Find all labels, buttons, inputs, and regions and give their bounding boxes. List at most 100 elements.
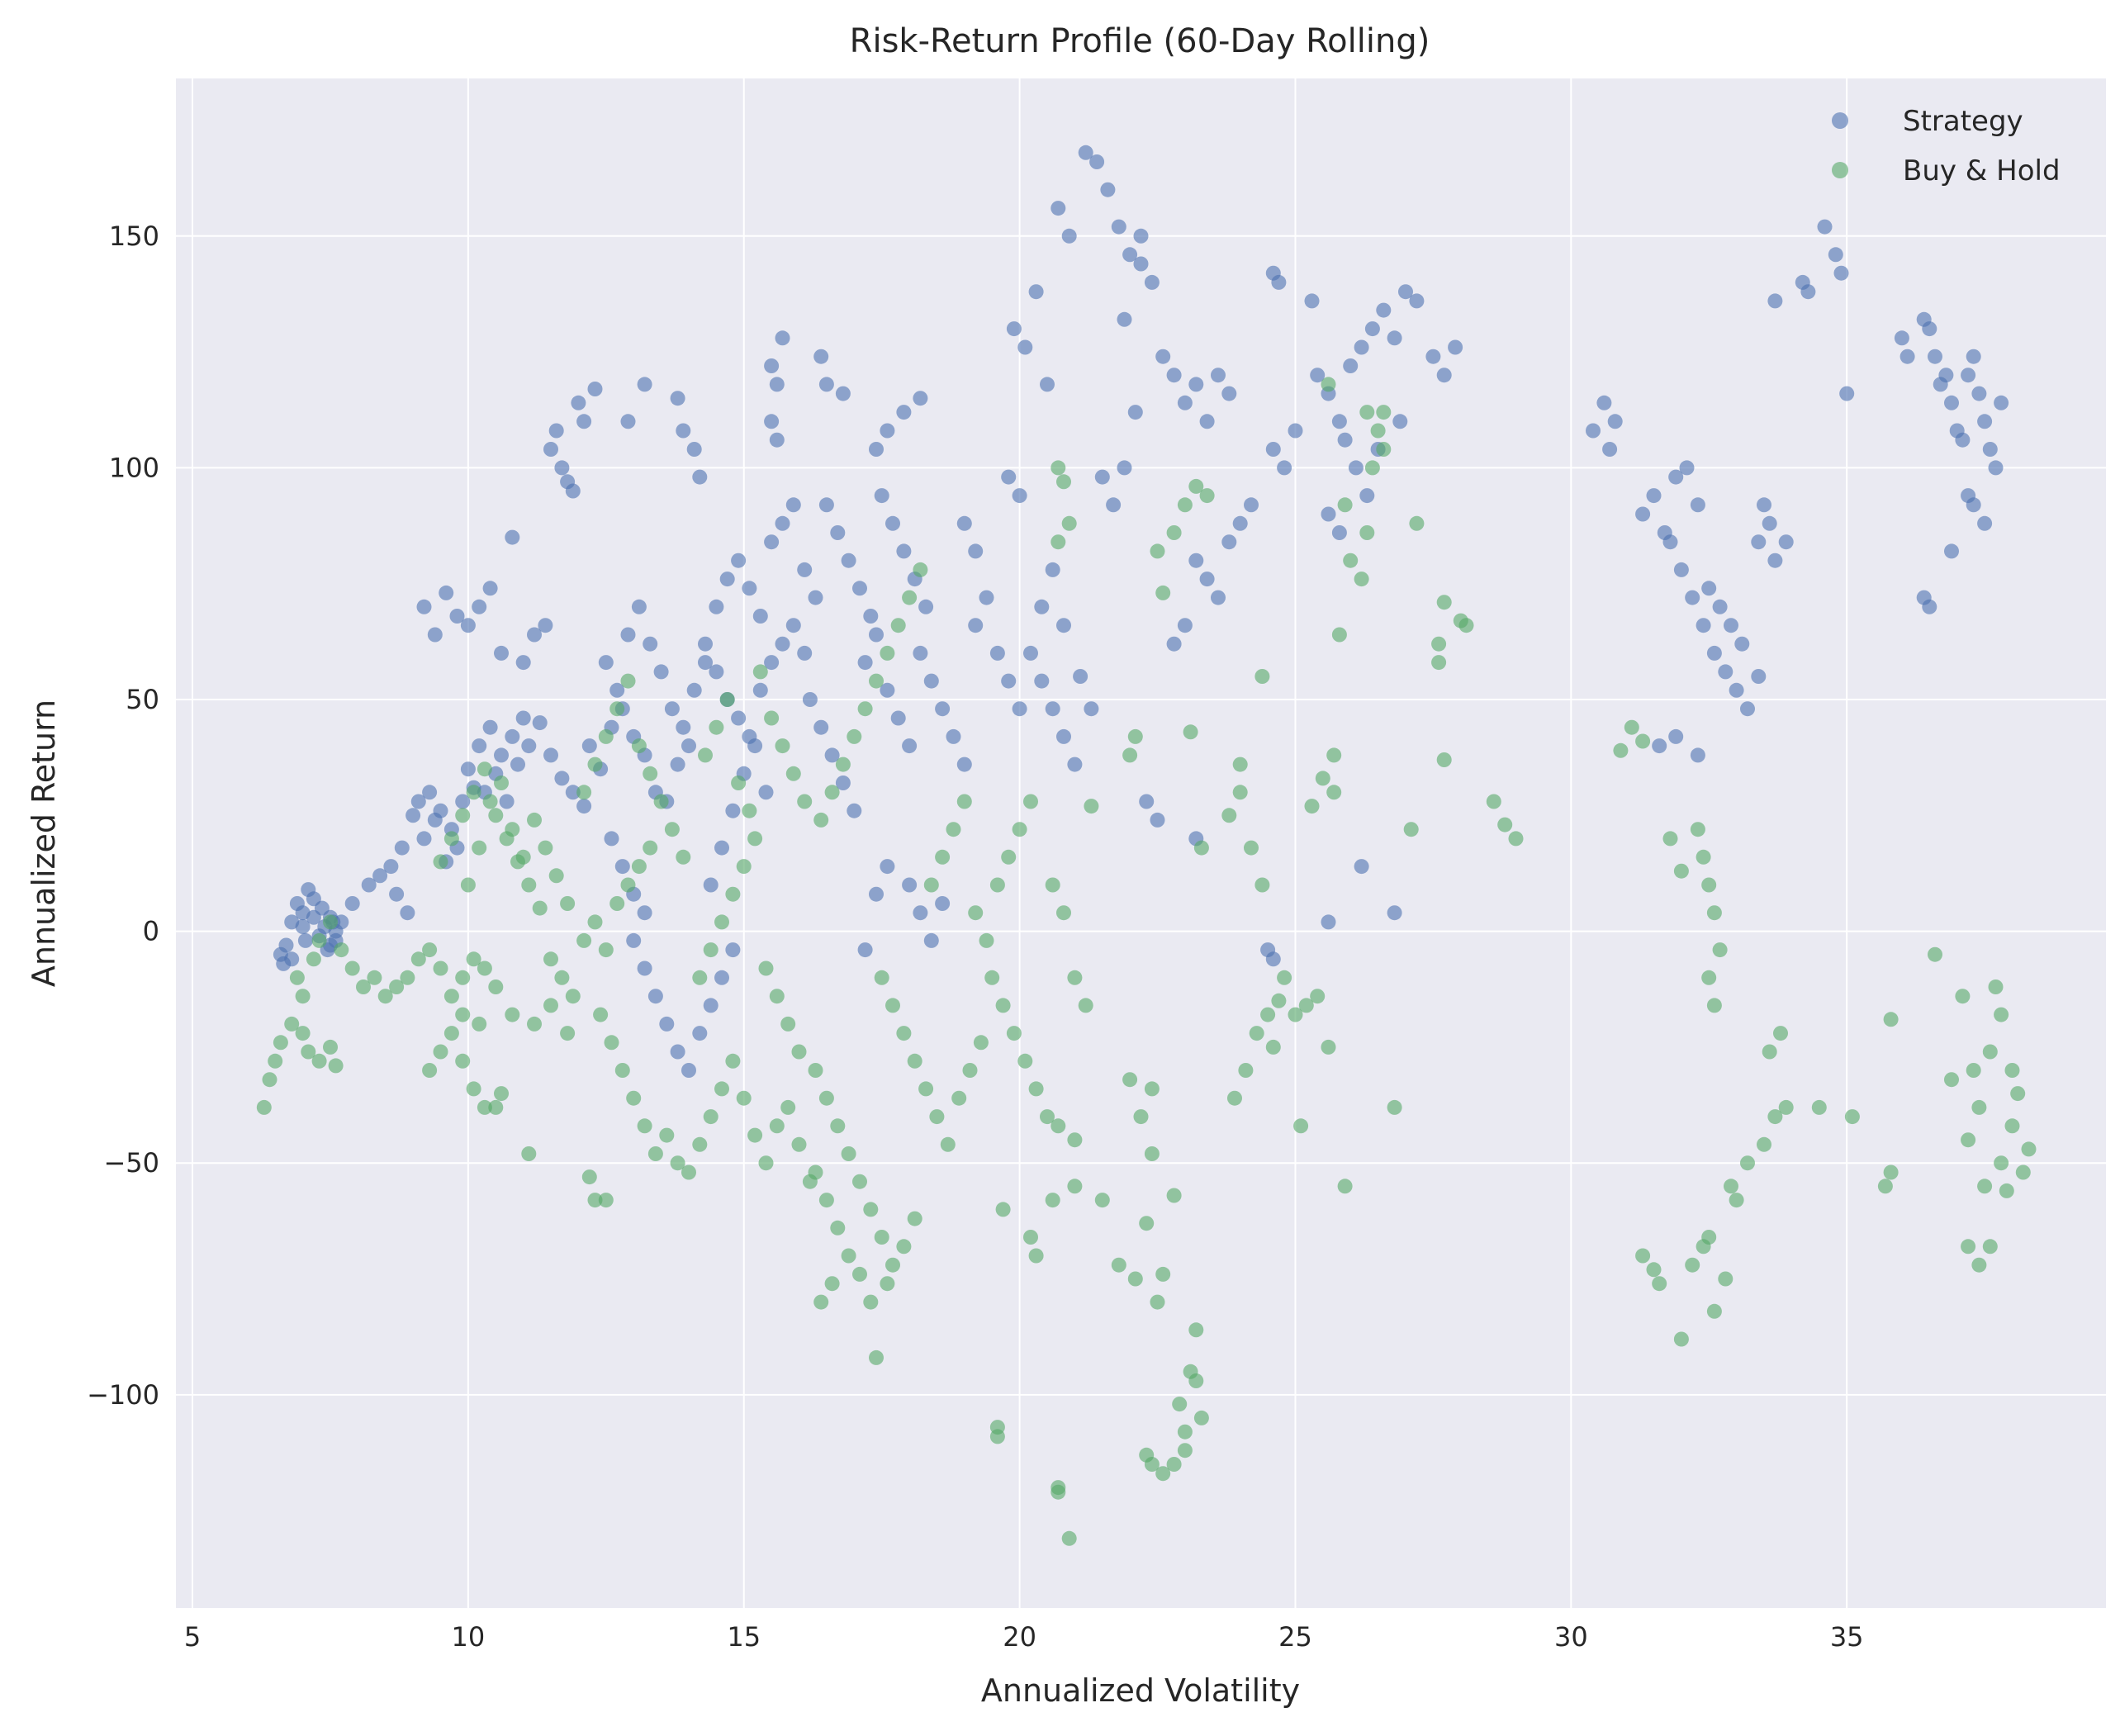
data-point [1839, 386, 1855, 401]
data-point [956, 794, 972, 809]
data-point [1833, 265, 1849, 281]
data-point [1607, 414, 1623, 429]
data-point [328, 1058, 344, 1074]
data-point [1045, 562, 1060, 577]
data-point [1056, 905, 1071, 921]
data-point [1729, 1193, 1744, 1208]
data-point [1321, 914, 1336, 930]
data-point [422, 785, 438, 800]
data-point [1061, 1530, 1077, 1546]
data-point [797, 562, 813, 577]
data-point [813, 812, 829, 828]
data-point [719, 572, 735, 587]
data-point [885, 998, 900, 1013]
data-point [295, 919, 311, 934]
data-point [681, 1164, 696, 1180]
data-point [1150, 812, 1165, 828]
data-point [587, 757, 603, 772]
data-point [913, 562, 928, 577]
data-point [1961, 1132, 1976, 1148]
data-point [1398, 284, 1413, 300]
data-point [472, 599, 487, 614]
data-point [554, 970, 570, 985]
data-point [1436, 752, 1452, 767]
data-point [1982, 442, 1998, 457]
data-point [1111, 1257, 1126, 1273]
data-point [609, 896, 625, 911]
data-point [1696, 618, 1711, 633]
data-point [869, 442, 884, 457]
data-point [643, 636, 658, 652]
data-point [725, 886, 741, 902]
data-point [1298, 998, 1314, 1013]
data-point [907, 1053, 922, 1069]
data-point [818, 1090, 834, 1106]
data-point [857, 701, 873, 717]
data-point [647, 989, 663, 1004]
data-point [301, 1044, 316, 1060]
data-point [1718, 664, 1733, 680]
data-point [896, 1026, 912, 1041]
x-tick-label: 10 [452, 1621, 486, 1653]
data-point [1652, 1276, 1667, 1292]
data-point [1094, 1193, 1110, 1208]
data-point [433, 960, 448, 976]
data-point [515, 655, 531, 671]
data-point [1376, 442, 1392, 457]
data-point [1127, 728, 1143, 744]
data-point [1982, 1044, 1998, 1060]
data-point [835, 757, 851, 772]
data-point [472, 840, 487, 856]
data-point [1117, 460, 1132, 476]
data-point [620, 877, 636, 893]
data-point [604, 831, 619, 847]
data-point [1139, 794, 1155, 809]
x-tick-label: 30 [1554, 1621, 1588, 1653]
data-point [863, 1202, 879, 1217]
data-point [515, 849, 531, 865]
data-point [598, 728, 614, 744]
data-point [1740, 701, 1755, 717]
data-point [1144, 1146, 1160, 1161]
data-point [902, 590, 918, 605]
data-point [752, 609, 768, 624]
data-point [681, 738, 696, 754]
data-point [494, 776, 509, 790]
data-point [923, 673, 939, 689]
data-point [1436, 368, 1452, 383]
data-point [1944, 1072, 1959, 1088]
data-point [389, 886, 405, 902]
data-point [377, 989, 393, 1004]
data-point [1040, 1109, 1055, 1125]
data-point [367, 970, 382, 985]
data-point [1249, 1026, 1264, 1041]
data-point [1673, 863, 1689, 879]
data-point [1211, 590, 1226, 605]
data-point [1751, 534, 1767, 550]
data-point [742, 803, 757, 818]
data-point [1701, 581, 1717, 596]
data-point [703, 1109, 719, 1125]
data-point [1762, 1044, 1777, 1060]
data-point [890, 618, 906, 633]
data-point [543, 998, 558, 1013]
data-point [913, 645, 928, 661]
data-point [923, 877, 939, 893]
data-point [1668, 728, 1684, 744]
data-point [653, 664, 669, 680]
data-point [818, 377, 834, 392]
data-point [769, 989, 785, 1004]
data-point [808, 590, 823, 605]
data-point [571, 395, 586, 410]
data-point [1431, 655, 1447, 671]
data-point [521, 1146, 537, 1161]
data-point [968, 905, 984, 921]
data-point [609, 701, 625, 717]
data-point [1409, 293, 1425, 309]
data-point [929, 1109, 945, 1125]
data-point [1701, 970, 1717, 985]
data-point [278, 937, 294, 953]
data-point [758, 785, 774, 800]
data-point [1740, 1155, 1755, 1171]
data-point [913, 905, 928, 921]
